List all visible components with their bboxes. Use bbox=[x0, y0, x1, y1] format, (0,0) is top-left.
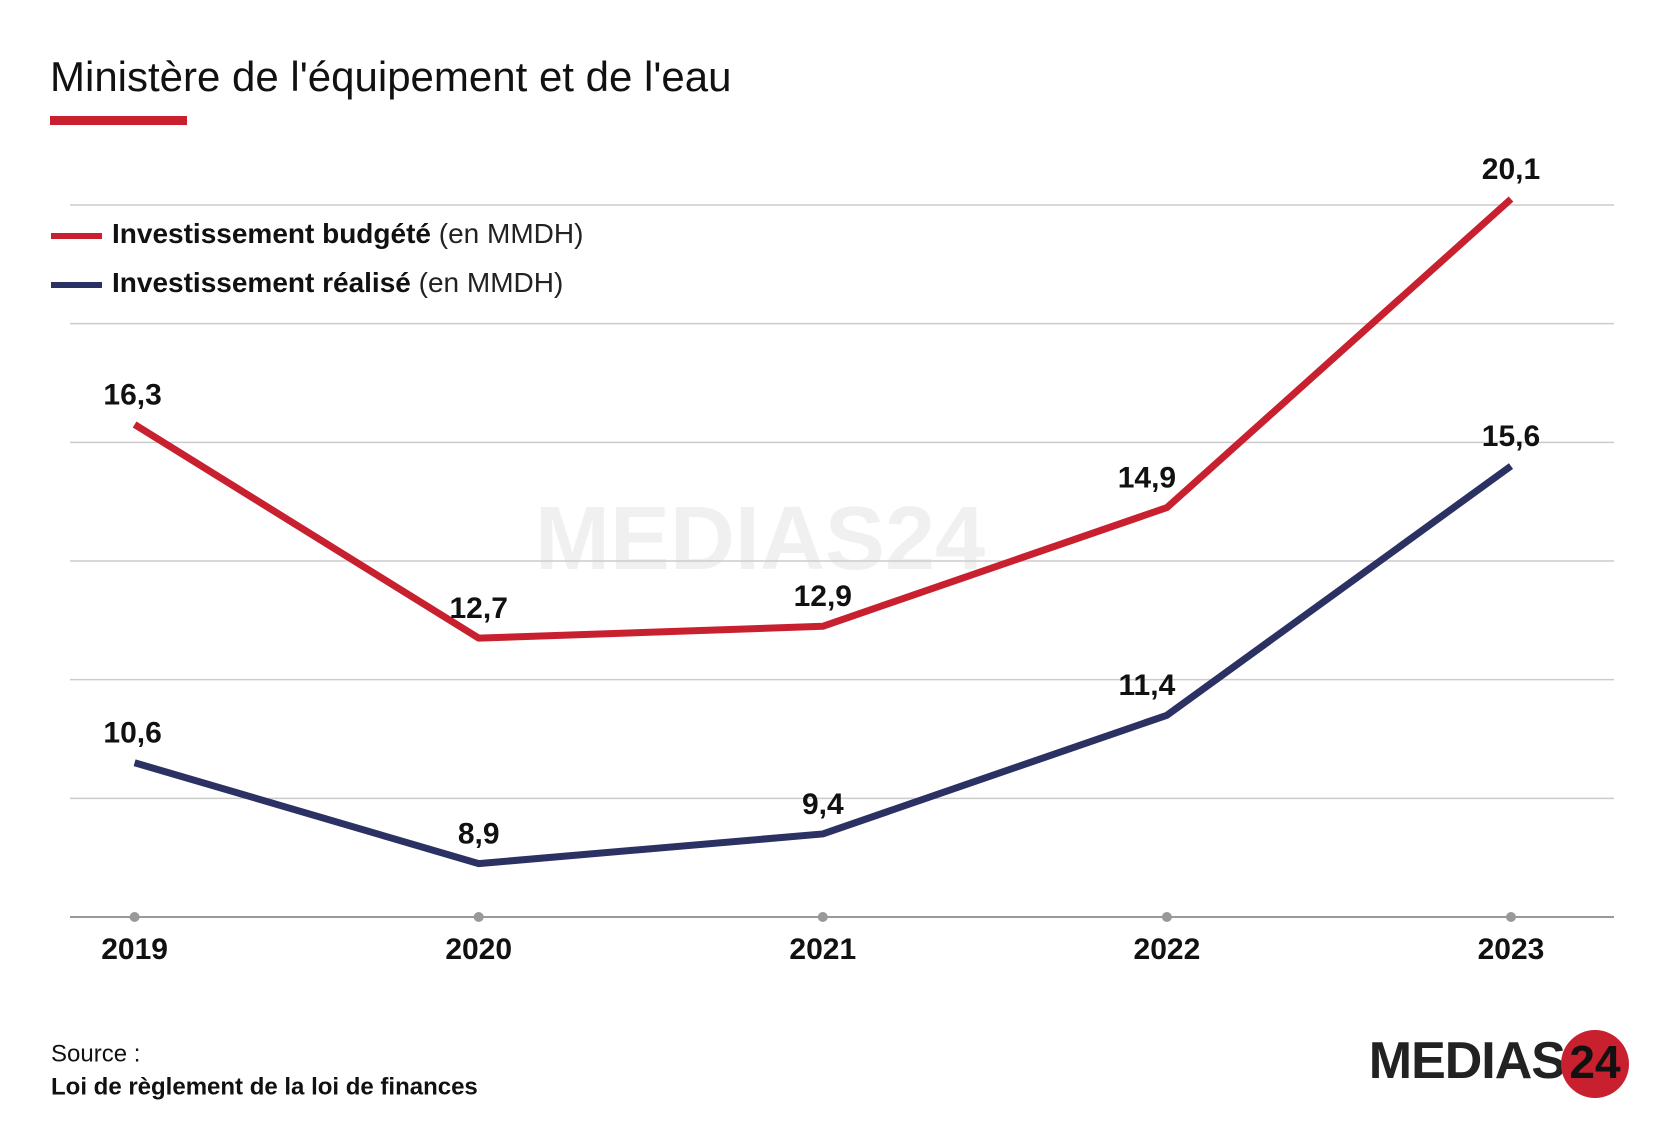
data-label: 11,4 bbox=[1119, 669, 1176, 702]
watermark: MEDIAS24 bbox=[535, 489, 985, 589]
x-tick-dot bbox=[817, 912, 828, 922]
x-tick-label: 2021 bbox=[789, 933, 856, 966]
data-label: 12,9 bbox=[794, 580, 852, 613]
x-tick-dot bbox=[1506, 912, 1516, 922]
series-line bbox=[132, 196, 1514, 642]
data-label: 14,9 bbox=[1118, 462, 1176, 495]
legend-unit: (en MMDH) bbox=[419, 267, 564, 298]
data-label: 16,3 bbox=[103, 378, 161, 411]
data-label: 10,6 bbox=[103, 717, 161, 750]
x-tick-dot bbox=[473, 912, 484, 922]
x-tick-label: 2023 bbox=[1478, 933, 1545, 966]
legend-unit: (en MMDH) bbox=[439, 218, 584, 249]
logo-text: MEDIAS bbox=[1369, 1032, 1565, 1090]
x-tick-label: 2019 bbox=[101, 933, 168, 966]
x-tick-dot bbox=[1161, 912, 1172, 922]
x-tick-label: 2022 bbox=[1134, 933, 1201, 966]
x-tick-dot bbox=[129, 912, 140, 922]
data-label: 12,7 bbox=[450, 592, 508, 625]
data-label: 8,9 bbox=[458, 818, 500, 851]
chart-title: Ministère de l'équipement et de l'eau bbox=[50, 53, 731, 100]
legend-entry: Investissement budgété (en MMDH) bbox=[112, 218, 583, 249]
source: Loi de règlement de la loi de finances bbox=[51, 1073, 478, 1100]
data-label: 15,6 bbox=[1482, 420, 1540, 453]
x-tick-label: 2020 bbox=[445, 933, 512, 966]
source-label: Source : bbox=[51, 1040, 140, 1067]
legend-entry: Investissement réalisé (en MMDH) bbox=[112, 267, 563, 298]
data-label: 9,4 bbox=[802, 788, 844, 821]
logo: MEDIAS bbox=[1369, 1032, 1565, 1090]
series-line bbox=[133, 463, 1514, 868]
legend-name: Investissement budgété bbox=[112, 218, 431, 249]
title-underline bbox=[50, 116, 187, 125]
logo-number: 24 bbox=[1569, 1036, 1621, 1088]
legend-name: Investissement réalisé bbox=[112, 267, 411, 298]
logo-circle bbox=[1561, 1030, 1629, 1098]
data-label: 20,1 bbox=[1482, 153, 1540, 186]
